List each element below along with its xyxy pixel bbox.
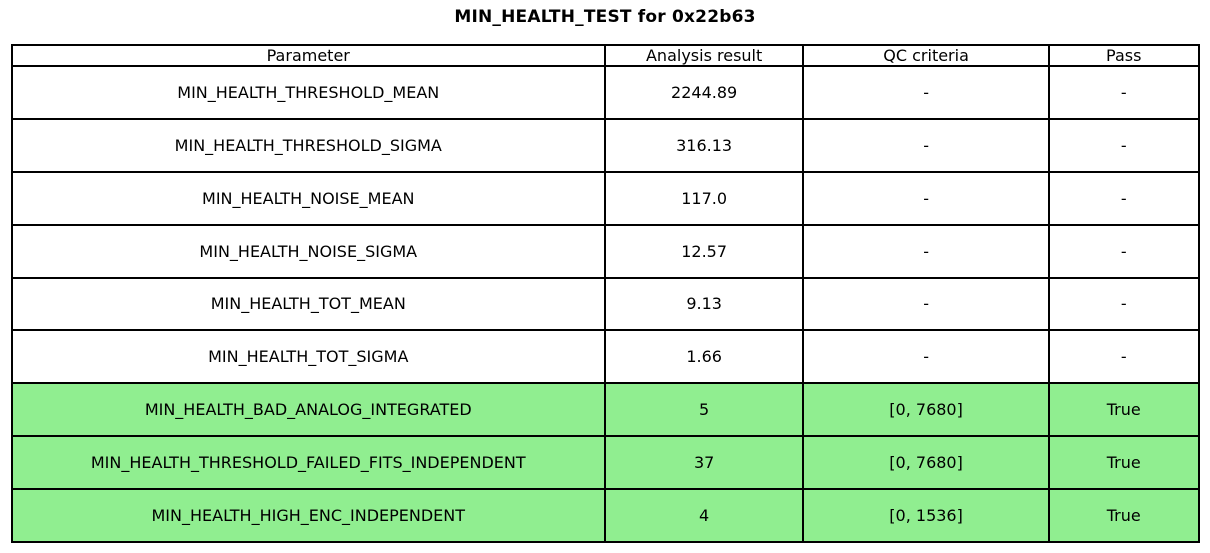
qc-criteria-cell: - xyxy=(802,329,1050,385)
table-row: MIN_HEALTH_HIGH_ENC_INDEPENDENT 4 [0, 15… xyxy=(10,488,1200,543)
table-row: MIN_HEALTH_BAD_ANALOG_INTEGRATED 5 [0, 7… xyxy=(10,382,1200,438)
parameter-cell: MIN_HEALTH_TOT_MEAN xyxy=(10,276,607,332)
parameter-cell: MIN_HEALTH_BAD_ANALOG_INTEGRATED xyxy=(10,382,607,438)
pass-cell: - xyxy=(1047,117,1200,173)
table-row: MIN_HEALTH_NOISE_SIGMA 12.57 - - xyxy=(10,223,1200,279)
analysis-result-cell: 117.0 xyxy=(604,170,805,226)
column-header-qc-criteria: QC criteria xyxy=(802,44,1050,67)
table-row: MIN_HEALTH_THRESHOLD_FAILED_FITS_INDEPEN… xyxy=(10,435,1200,490)
pass-cell: - xyxy=(1047,223,1200,279)
pass-cell: True xyxy=(1047,382,1200,438)
table-row: MIN_HEALTH_THRESHOLD_SIGMA 316.13 - - xyxy=(10,117,1200,173)
column-header-parameter: Parameter xyxy=(10,44,607,67)
parameter-cell: MIN_HEALTH_THRESHOLD_FAILED_FITS_INDEPEN… xyxy=(10,435,607,490)
pass-cell: - xyxy=(1047,276,1200,332)
analysis-result-cell: 12.57 xyxy=(604,223,805,279)
table-row: MIN_HEALTH_THRESHOLD_MEAN 2244.89 - - xyxy=(10,65,1200,120)
column-header-analysis-result: Analysis result xyxy=(604,44,805,67)
header-row: Parameter Analysis result QC criteria Pa… xyxy=(10,44,1200,67)
column-header-pass: Pass xyxy=(1047,44,1200,67)
analysis-result-cell: 4 xyxy=(604,488,805,543)
analysis-result-cell: 9.13 xyxy=(604,276,805,332)
qc-criteria-cell: - xyxy=(802,223,1050,279)
qc-criteria-cell: [0, 1536] xyxy=(802,488,1050,543)
qc-criteria-cell: - xyxy=(802,65,1050,120)
table-row: MIN_HEALTH_TOT_SIGMA 1.66 - - xyxy=(10,329,1200,385)
parameter-cell: MIN_HEALTH_HIGH_ENC_INDEPENDENT xyxy=(10,488,607,543)
parameter-cell: MIN_HEALTH_THRESHOLD_SIGMA xyxy=(10,117,607,173)
qc-criteria-cell: - xyxy=(802,276,1050,332)
qc-criteria-cell: - xyxy=(802,170,1050,226)
qc-criteria-cell: - xyxy=(802,117,1050,173)
parameter-cell: MIN_HEALTH_NOISE_SIGMA xyxy=(10,223,607,279)
table-row: MIN_HEALTH_NOISE_MEAN 117.0 - - xyxy=(10,170,1200,226)
qc-criteria-cell: [0, 7680] xyxy=(802,382,1050,438)
pass-cell: - xyxy=(1047,329,1200,385)
analysis-result-cell: 37 xyxy=(604,435,805,490)
analysis-result-cell: 1.66 xyxy=(604,329,805,385)
pass-cell: True xyxy=(1047,488,1200,543)
analysis-result-cell: 316.13 xyxy=(604,117,805,173)
parameter-cell: MIN_HEALTH_TOT_SIGMA xyxy=(10,329,607,385)
analysis-result-cell: 5 xyxy=(604,382,805,438)
pass-cell: - xyxy=(1047,170,1200,226)
figure-title: MIN_HEALTH_TEST for 0x22b63 xyxy=(454,7,756,27)
qc-results-table: Parameter Analysis result QC criteria Pa… xyxy=(10,44,1200,543)
pass-cell: - xyxy=(1047,65,1200,120)
parameter-cell: MIN_HEALTH_NOISE_MEAN xyxy=(10,170,607,226)
qc-criteria-cell: [0, 7680] xyxy=(802,435,1050,490)
parameter-cell: MIN_HEALTH_THRESHOLD_MEAN xyxy=(10,65,607,120)
analysis-result-cell: 2244.89 xyxy=(604,65,805,120)
pass-cell: True xyxy=(1047,435,1200,490)
table-row: MIN_HEALTH_TOT_MEAN 9.13 - - xyxy=(10,276,1200,332)
